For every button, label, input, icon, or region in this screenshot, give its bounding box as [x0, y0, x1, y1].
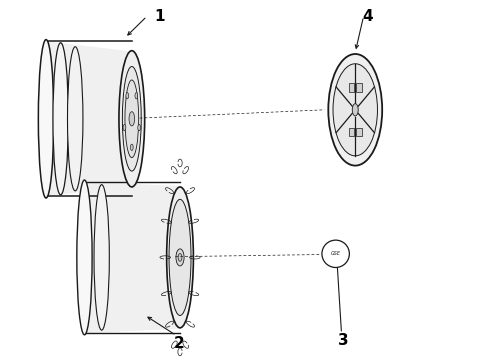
Ellipse shape [333, 64, 377, 156]
Ellipse shape [169, 199, 191, 315]
Ellipse shape [53, 43, 69, 195]
Ellipse shape [77, 180, 92, 335]
Ellipse shape [129, 112, 135, 126]
Ellipse shape [94, 185, 109, 330]
Ellipse shape [122, 67, 141, 171]
FancyBboxPatch shape [349, 128, 354, 136]
Ellipse shape [138, 125, 141, 131]
Ellipse shape [135, 93, 138, 99]
Ellipse shape [328, 54, 382, 166]
Ellipse shape [352, 104, 358, 116]
Ellipse shape [176, 249, 184, 266]
Ellipse shape [38, 40, 54, 198]
FancyBboxPatch shape [356, 128, 362, 136]
Ellipse shape [119, 51, 145, 187]
Ellipse shape [322, 240, 349, 267]
FancyBboxPatch shape [349, 84, 354, 92]
Text: 1: 1 [154, 9, 165, 24]
Ellipse shape [167, 187, 194, 328]
Text: 4: 4 [362, 9, 373, 24]
Ellipse shape [130, 144, 133, 150]
Ellipse shape [123, 125, 126, 131]
Text: GSE: GSE [331, 251, 341, 256]
Ellipse shape [68, 47, 83, 191]
Polygon shape [84, 181, 180, 333]
FancyBboxPatch shape [356, 84, 362, 92]
Ellipse shape [178, 253, 182, 261]
Polygon shape [46, 41, 132, 197]
Text: 2: 2 [173, 336, 184, 351]
Ellipse shape [125, 80, 139, 158]
Ellipse shape [126, 93, 129, 99]
Text: 3: 3 [338, 333, 348, 348]
